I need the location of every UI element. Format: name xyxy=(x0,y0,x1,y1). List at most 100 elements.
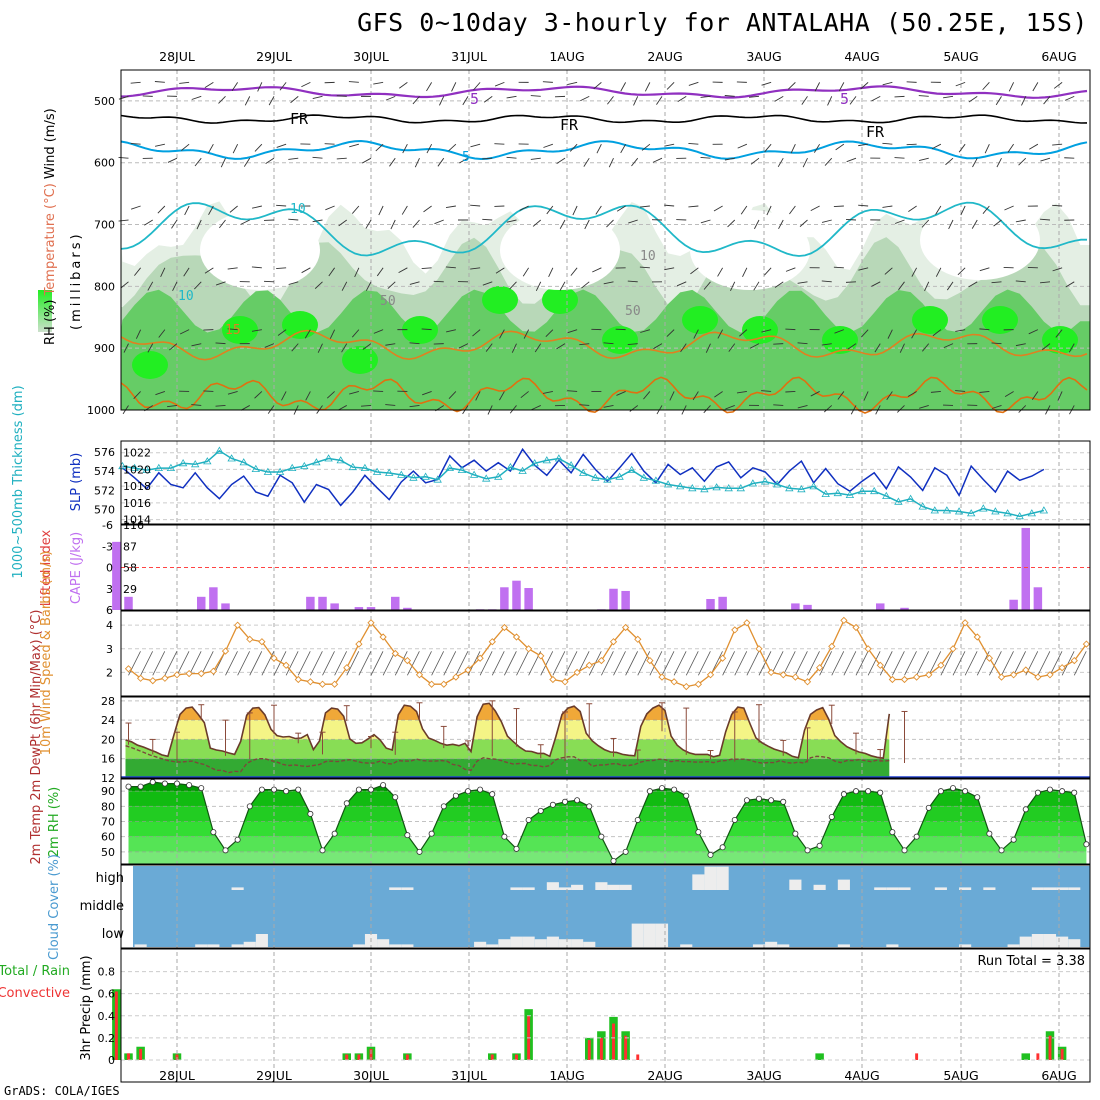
rh-marker xyxy=(866,789,871,794)
cape-bar xyxy=(306,597,314,610)
rh-marker xyxy=(174,781,179,786)
cape-tick-label: 116 xyxy=(123,519,144,532)
rh-marker xyxy=(999,848,1004,853)
wind-speed-marker xyxy=(162,675,168,681)
wind-speed-marker xyxy=(1059,665,1065,671)
date-label-top: 30JUL xyxy=(353,49,389,64)
rh-marker xyxy=(199,786,204,791)
date-label-bottom: 30JUL xyxy=(353,1068,389,1083)
wind-barb xyxy=(847,158,856,162)
date-label-bottom: 1AUG xyxy=(549,1068,584,1083)
precip-conv-bar xyxy=(612,1024,615,1060)
wind-barb xyxy=(882,143,892,144)
precip-ylabel: 3hr Precip (mm) xyxy=(79,955,94,1060)
surface-wind-barb xyxy=(517,651,529,675)
contour-label: FR xyxy=(866,123,885,141)
rh-blob xyxy=(402,316,438,344)
li-tick-label: -6 xyxy=(102,519,113,532)
surface-wind-barb xyxy=(432,651,444,675)
date-label-bottom: 29JUL xyxy=(256,1068,292,1083)
date-label-bottom: 5AUG xyxy=(943,1068,978,1083)
low-cloud-bar xyxy=(523,937,535,947)
surface-wind-barb xyxy=(359,651,371,675)
precip-conv-bar xyxy=(357,1054,360,1060)
surface-wind-barb xyxy=(892,651,904,675)
wind-barb xyxy=(846,282,856,283)
wind-barb xyxy=(597,144,601,153)
surface-wind-barb xyxy=(1062,651,1074,675)
rh-marker xyxy=(223,848,228,853)
rh-tick-label: 80 xyxy=(101,800,115,813)
wind-barb xyxy=(785,391,795,392)
date-label-bottom: 4AUG xyxy=(844,1068,879,1083)
surface-wind-barb xyxy=(165,651,177,675)
rh-marker xyxy=(599,834,604,839)
wind-barb xyxy=(883,82,893,84)
rh-blob xyxy=(602,326,638,354)
wind-barb xyxy=(631,158,637,166)
cape-bar xyxy=(512,581,520,610)
rh-marker xyxy=(271,787,276,792)
surface-wind-barb xyxy=(601,651,613,675)
wind-barb xyxy=(158,206,165,213)
freezing-level-contour xyxy=(121,115,1087,123)
rh-label: RH (%) xyxy=(43,295,58,345)
rh-marker xyxy=(405,833,410,838)
temp-tick-label: 28 xyxy=(101,695,115,708)
wind-barb xyxy=(255,144,262,151)
high-cloud-bar xyxy=(510,887,522,890)
wind-barb xyxy=(399,82,407,88)
temp-label: Temperature (°C) xyxy=(43,179,58,296)
surface-wind-barb xyxy=(929,651,941,675)
wind-barb xyxy=(276,205,286,206)
thickness-line xyxy=(122,451,1044,517)
wind-barb xyxy=(956,82,965,86)
surface-wind-barb xyxy=(1002,651,1014,675)
wind-barb xyxy=(119,157,129,158)
high-cloud-bar xyxy=(1044,887,1056,890)
wind-barb xyxy=(531,96,541,97)
surface-wind-barb xyxy=(844,651,856,675)
wind-barb xyxy=(871,96,880,101)
thickness-marker xyxy=(1040,507,1047,513)
wind-barb xyxy=(179,82,189,83)
wind-barb xyxy=(701,96,711,97)
contour-label: 10 xyxy=(290,202,306,217)
wind-barb xyxy=(205,82,213,87)
surface-wind-barb xyxy=(614,651,626,675)
pressure-tick-label: 600 xyxy=(94,157,115,170)
slp-ylabel: SLP (mb) xyxy=(69,453,84,512)
wind-barb xyxy=(640,206,650,207)
cape-bar xyxy=(1009,600,1017,610)
rh-marker xyxy=(587,804,592,809)
wind-speed-marker xyxy=(307,679,313,685)
pressure-tick-label: 900 xyxy=(94,342,115,355)
date-label-bottom: 6AUG xyxy=(1041,1068,1076,1083)
pressure-tick-label: 800 xyxy=(94,280,115,293)
rh-marker xyxy=(538,808,543,813)
rh-marker xyxy=(514,846,519,851)
wind-barb xyxy=(373,391,383,392)
contour-label: 10 xyxy=(178,289,194,304)
wind-barb xyxy=(606,220,613,227)
rh-marker xyxy=(975,795,980,800)
rh-marker xyxy=(672,787,677,792)
rh-marker xyxy=(756,796,761,801)
rh-marker xyxy=(805,848,810,853)
cape-bar xyxy=(221,603,229,610)
wind-barb xyxy=(580,96,589,100)
wind-barb xyxy=(858,205,868,206)
temp-tick-label: 16 xyxy=(101,753,115,766)
wind-barb xyxy=(664,205,674,206)
wind-speed-marker xyxy=(902,677,908,683)
rh-marker xyxy=(490,792,495,797)
low-cloud-bar xyxy=(680,944,692,947)
wind-barb xyxy=(773,344,783,345)
wind-barb xyxy=(386,96,395,100)
wind-barb xyxy=(907,144,917,145)
low-cloud-bar xyxy=(401,944,413,947)
high-cloud-bar xyxy=(547,882,559,890)
surface-wind-barb xyxy=(1014,651,1026,675)
rh-marker xyxy=(1047,787,1052,792)
cape-bar xyxy=(791,603,799,610)
